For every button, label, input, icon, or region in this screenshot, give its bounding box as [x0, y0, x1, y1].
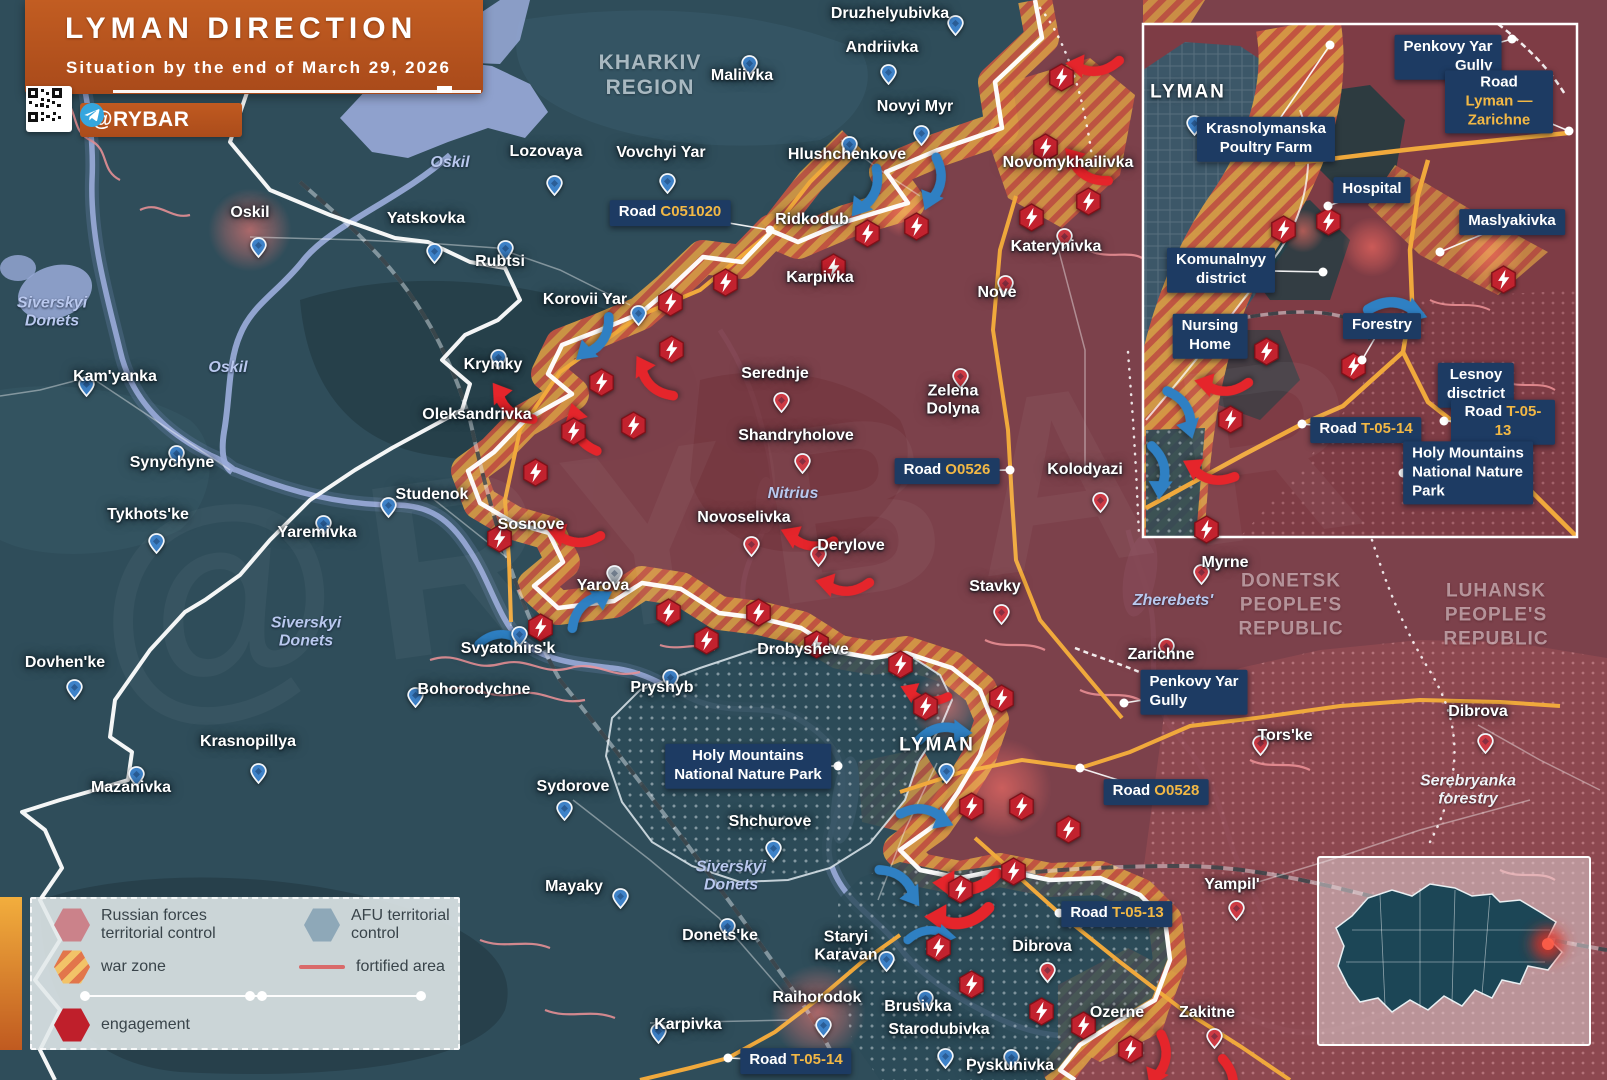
qr-pattern [26, 86, 64, 124]
title-underline-dash [437, 86, 452, 93]
legend-label: engagement [101, 1016, 190, 1034]
left-accent-bar [0, 897, 22, 1050]
legend-label: fortified area [356, 958, 445, 976]
front-line [465, 0, 1173, 1080]
badge-label: @RYBAR [92, 108, 190, 131]
afu-control-swatch [304, 908, 340, 942]
title-underline [113, 90, 481, 93]
legend-label: war zone [101, 958, 166, 976]
legend-item-russian: Russian forces territorial control [54, 907, 304, 943]
qr-code [26, 86, 72, 132]
legend-label: Russian forces territorial control [101, 907, 216, 942]
admin-borders-dotted [1038, 6, 1456, 844]
map-subtitle: Situation by the end of March 29, 2026 [66, 58, 451, 77]
legend-panel: Russian forces territorial control AFU t… [30, 897, 460, 1050]
legend-scale-line [80, 991, 426, 1001]
engagement-swatch [54, 1008, 90, 1042]
lightning-icon [32, 899, 50, 921]
russian-control-swatch [54, 908, 90, 942]
legend-item-fortified: fortified area [299, 949, 458, 985]
legend-item-afu: AFU territorial control [304, 907, 458, 943]
legend-label: AFU territorial control [351, 907, 450, 942]
lyman-inset [1141, 22, 1579, 539]
legend-item-warzone: war zone [54, 949, 304, 985]
legend-item-engagement: engagement [54, 1007, 304, 1043]
inset-frame [1141, 22, 1579, 539]
map-title: LYMAN DIRECTION [65, 12, 418, 45]
title-block: LYMAN DIRECTION Situation by the end of … [25, 0, 483, 94]
telegram-badge: @RYBAR [80, 103, 242, 137]
ukraine-locator-inset [1317, 856, 1591, 1046]
war-zone-swatch [54, 950, 90, 984]
fortified-area-swatch [299, 965, 345, 969]
telegram-icon [80, 103, 104, 127]
